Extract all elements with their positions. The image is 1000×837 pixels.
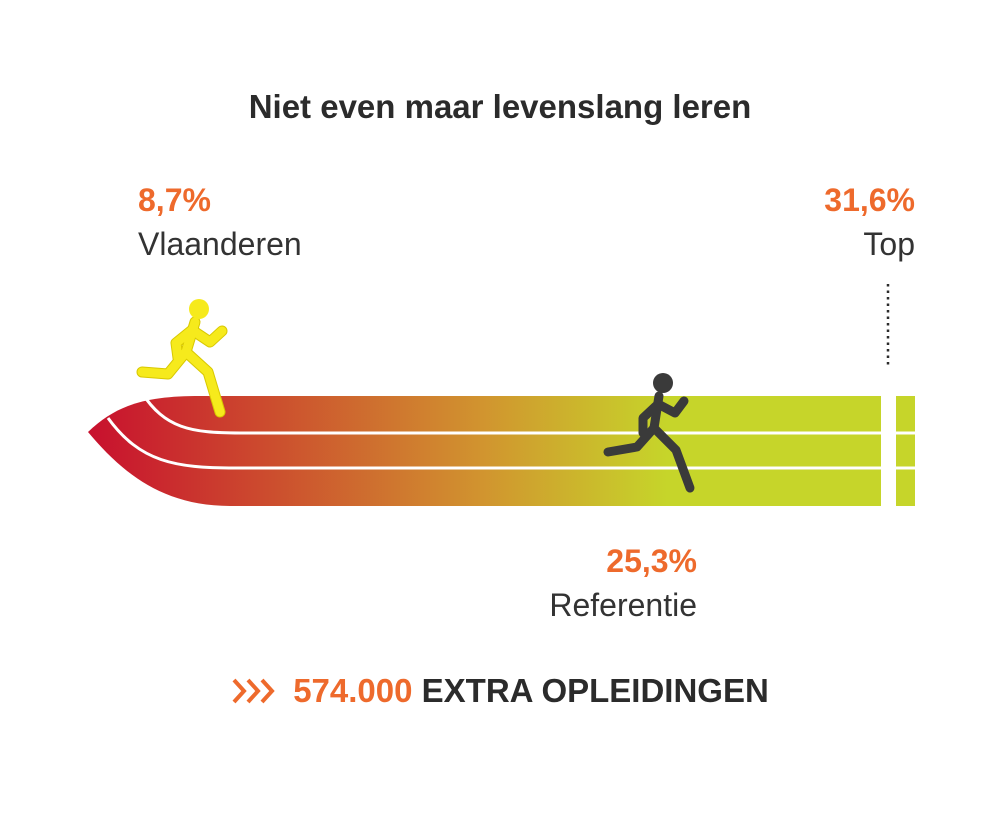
value-label-referentie: 25,3% (606, 543, 697, 579)
category-label-top: Top (863, 226, 915, 262)
value-label-vlaanderen: 8,7% (138, 182, 211, 218)
footer: 574.000 EXTRA OPLEIDINGEN (0, 672, 1000, 710)
triple-chevron-icon (232, 678, 275, 704)
finish-line (881, 394, 896, 508)
footer-number: 574.000 (293, 672, 413, 709)
chart-title: Niet even maar levenslang leren (248, 88, 752, 125)
category-label-vlaanderen: Vlaanderen (138, 226, 302, 262)
footer-text: EXTRA OPLEIDINGEN (421, 672, 769, 709)
referentie-runner-icon (603, 373, 695, 493)
value-label-top: 31,6% (824, 182, 915, 218)
lane-line-2 (106, 417, 915, 470)
lane-line-1 (140, 392, 915, 435)
vlaanderen-runner-icon (136, 299, 228, 418)
category-label-referentie: Referentie (549, 587, 697, 623)
track-bar (88, 396, 915, 506)
